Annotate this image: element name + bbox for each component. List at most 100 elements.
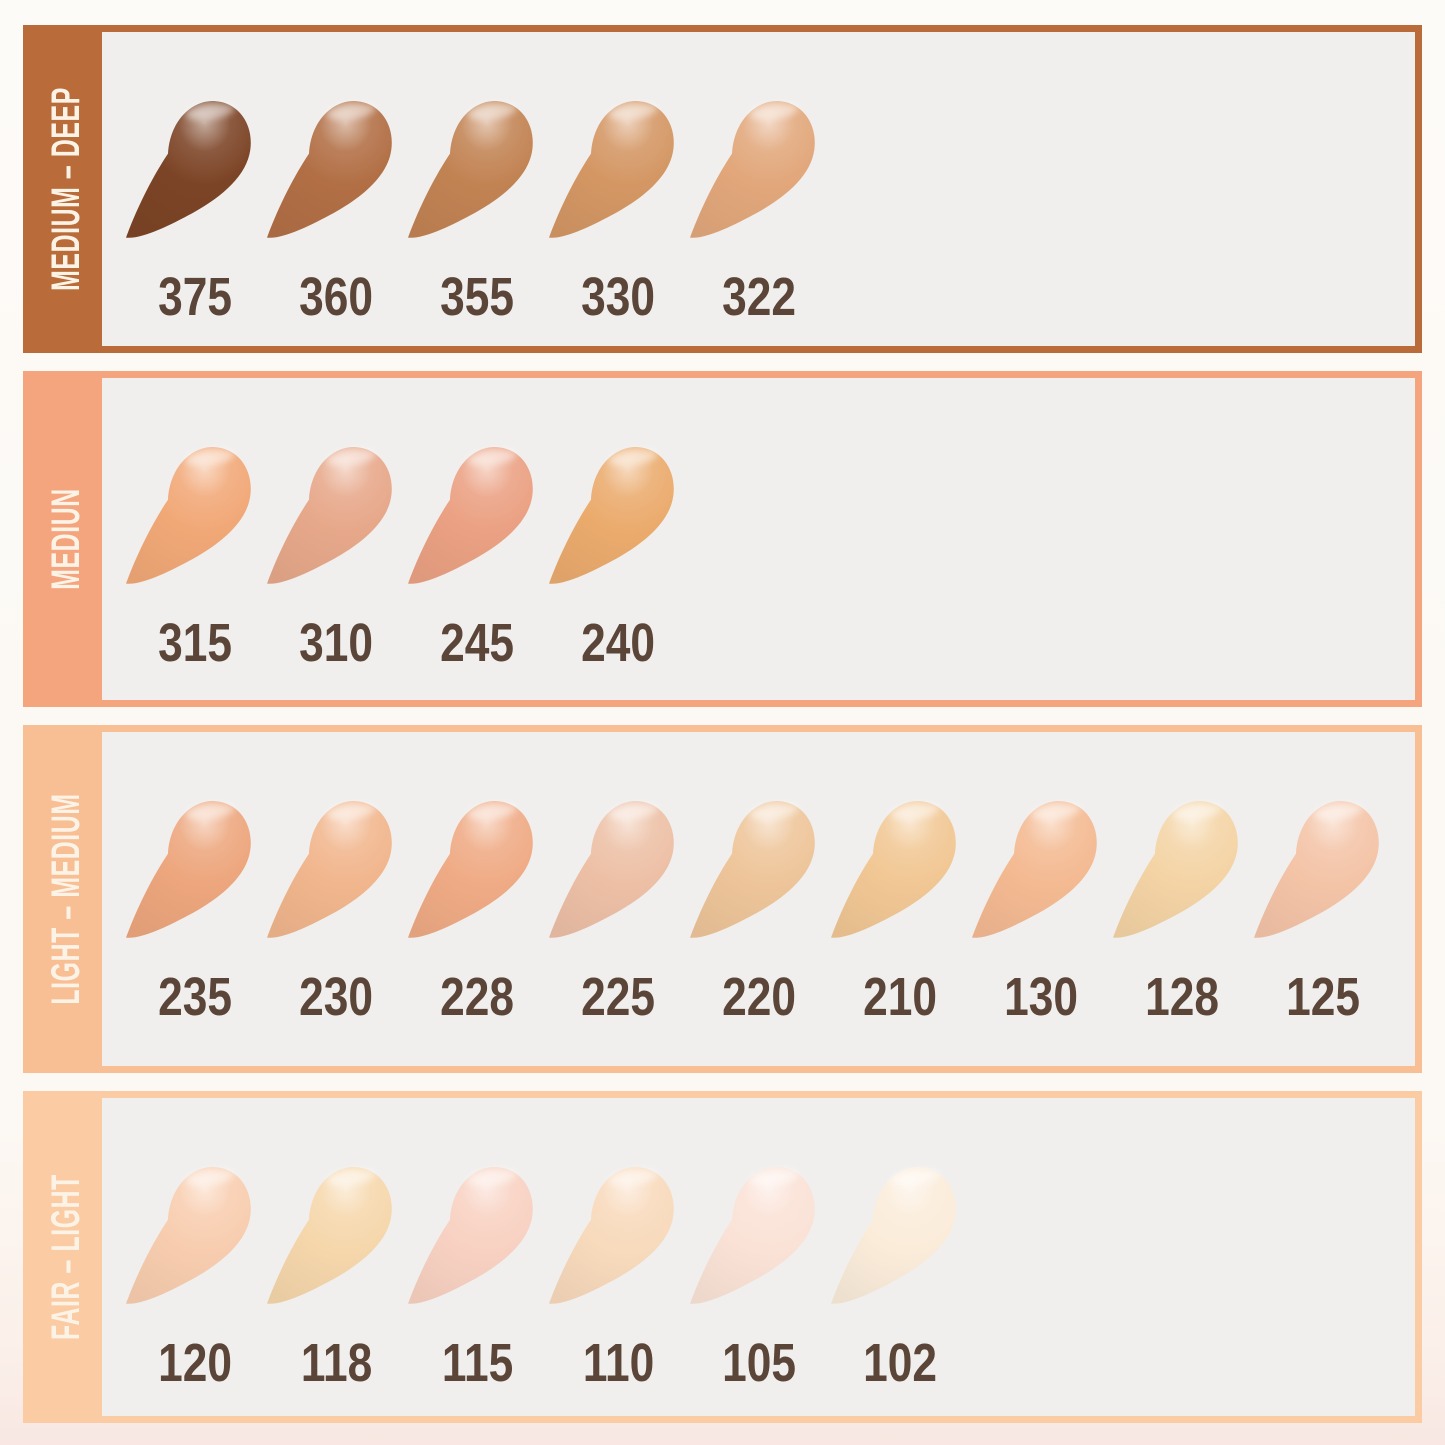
shade-swatch-cell: 355 bbox=[400, 86, 541, 324]
shade-number: 240 bbox=[581, 613, 656, 673]
shade-number: 115 bbox=[441, 1333, 514, 1393]
shade-number: 118 bbox=[300, 1333, 373, 1393]
foundation-smear-icon bbox=[548, 1167, 674, 1304]
shade-category-panel: MEDIUN 315 bbox=[23, 371, 1422, 707]
foundation-smear-icon bbox=[548, 801, 674, 938]
shade-swatch-cell: 220 bbox=[682, 786, 823, 1024]
category-band: LIGHT – MEDIUM bbox=[30, 732, 102, 1066]
shade-swatch-cell: 118 bbox=[259, 1152, 400, 1390]
smear-shine-highlight bbox=[890, 1169, 939, 1187]
smear-shine-highlight bbox=[749, 803, 798, 821]
shade-swatch-cell: 210 bbox=[823, 786, 964, 1024]
foundation-smear-icon bbox=[266, 801, 392, 938]
foundation-smear-icon bbox=[830, 801, 956, 938]
category-label: FAIR – LIGHT bbox=[44, 1174, 88, 1340]
shade-number: 125 bbox=[1286, 967, 1361, 1027]
shade-number: 110 bbox=[582, 1333, 655, 1393]
foundation-smear-icon bbox=[125, 801, 251, 938]
smear-shine-highlight bbox=[1313, 803, 1362, 821]
smear-shine-highlight bbox=[467, 449, 516, 467]
shade-number: 360 bbox=[299, 267, 374, 327]
shade-swatch-cell: 310 bbox=[259, 432, 400, 670]
smear-shine-highlight bbox=[749, 103, 798, 121]
smear-shine-highlight bbox=[467, 803, 516, 821]
swatch-row: 235 230 bbox=[102, 732, 1415, 1066]
foundation-smear-icon bbox=[266, 1167, 392, 1304]
shade-category-panel: LIGHT – MEDIUM 235 bbox=[23, 725, 1422, 1073]
smear-shine-highlight bbox=[326, 103, 375, 121]
shade-number: 330 bbox=[581, 267, 656, 327]
shade-number: 120 bbox=[158, 1333, 233, 1393]
shade-category-panel: MEDIUM – DEEP 375 bbox=[23, 25, 1422, 353]
foundation-smear-icon bbox=[830, 1167, 956, 1304]
swatch-row: 375 360 bbox=[102, 32, 1415, 346]
category-label: LIGHT – MEDIUM bbox=[44, 793, 88, 1005]
shade-number: 315 bbox=[158, 613, 233, 673]
shade-swatch-cell: 110 bbox=[541, 1152, 682, 1390]
shade-number: 210 bbox=[863, 967, 938, 1027]
swatch-row: 315 310 bbox=[102, 378, 1415, 700]
shade-swatch-cell: 115 bbox=[400, 1152, 541, 1390]
foundation-smear-icon bbox=[971, 801, 1097, 938]
foundation-smear-icon bbox=[407, 801, 533, 938]
smear-shine-highlight bbox=[326, 449, 375, 467]
shade-swatch-cell: 330 bbox=[541, 86, 682, 324]
shade-number: 235 bbox=[158, 967, 233, 1027]
category-label: MEDIUN bbox=[44, 488, 88, 590]
shade-swatch-cell: 315 bbox=[118, 432, 259, 670]
shade-swatch-cell: 360 bbox=[259, 86, 400, 324]
shade-number: 375 bbox=[158, 267, 233, 327]
smear-shine-highlight bbox=[185, 803, 234, 821]
shade-swatch-cell: 375 bbox=[118, 86, 259, 324]
category-label: MEDIUM – DEEP bbox=[44, 87, 88, 291]
foundation-smear-icon bbox=[407, 1167, 533, 1304]
shade-swatch-cell: 228 bbox=[400, 786, 541, 1024]
foundation-smear-icon bbox=[125, 101, 251, 238]
smear-shine-highlight bbox=[608, 803, 657, 821]
shade-swatch-cell: 102 bbox=[823, 1152, 964, 1390]
smear-shine-highlight bbox=[1031, 803, 1080, 821]
foundation-smear-icon bbox=[407, 101, 533, 238]
foundation-smear-icon bbox=[407, 447, 533, 584]
smear-shine-highlight bbox=[326, 1169, 375, 1187]
smear-shine-highlight bbox=[326, 803, 375, 821]
shade-swatch-cell: 322 bbox=[682, 86, 823, 324]
shade-swatch-cell: 120 bbox=[118, 1152, 259, 1390]
category-band: MEDIUN bbox=[30, 378, 102, 700]
shade-number: 322 bbox=[722, 267, 797, 327]
shade-number: 230 bbox=[299, 967, 374, 1027]
foundation-smear-icon bbox=[125, 447, 251, 584]
smear-shine-highlight bbox=[467, 1169, 516, 1187]
shade-number: 228 bbox=[440, 967, 515, 1027]
foundation-smear-icon bbox=[548, 447, 674, 584]
shade-number: 102 bbox=[863, 1333, 938, 1393]
smear-shine-highlight bbox=[185, 103, 234, 121]
shade-swatch-cell: 105 bbox=[682, 1152, 823, 1390]
shade-swatch-cell: 128 bbox=[1105, 786, 1246, 1024]
shade-number: 225 bbox=[581, 967, 656, 1027]
foundation-smear-icon bbox=[125, 1167, 251, 1304]
swatch-row: 120 118 bbox=[102, 1098, 1415, 1416]
smear-shine-highlight bbox=[608, 103, 657, 121]
foundation-smear-icon bbox=[1253, 801, 1379, 938]
foundation-smear-icon bbox=[266, 101, 392, 238]
shade-swatch-cell: 125 bbox=[1246, 786, 1387, 1024]
shade-number: 355 bbox=[440, 267, 515, 327]
shade-swatch-cell: 245 bbox=[400, 432, 541, 670]
smear-shine-highlight bbox=[185, 449, 234, 467]
shade-number: 130 bbox=[1004, 967, 1079, 1027]
foundation-smear-icon bbox=[1112, 801, 1238, 938]
smear-shine-highlight bbox=[890, 803, 939, 821]
foundation-smear-icon bbox=[689, 101, 815, 238]
smear-shine-highlight bbox=[467, 103, 516, 121]
foundation-smear-icon bbox=[689, 1167, 815, 1304]
category-band: MEDIUM – DEEP bbox=[30, 32, 102, 346]
smear-shine-highlight bbox=[608, 1169, 657, 1187]
foundation-smear-icon bbox=[548, 101, 674, 238]
category-band: FAIR – LIGHT bbox=[30, 1098, 102, 1416]
shade-swatch-cell: 130 bbox=[964, 786, 1105, 1024]
shade-swatch-cell: 235 bbox=[118, 786, 259, 1024]
smear-shine-highlight bbox=[608, 449, 657, 467]
smear-shine-highlight bbox=[1172, 803, 1221, 821]
